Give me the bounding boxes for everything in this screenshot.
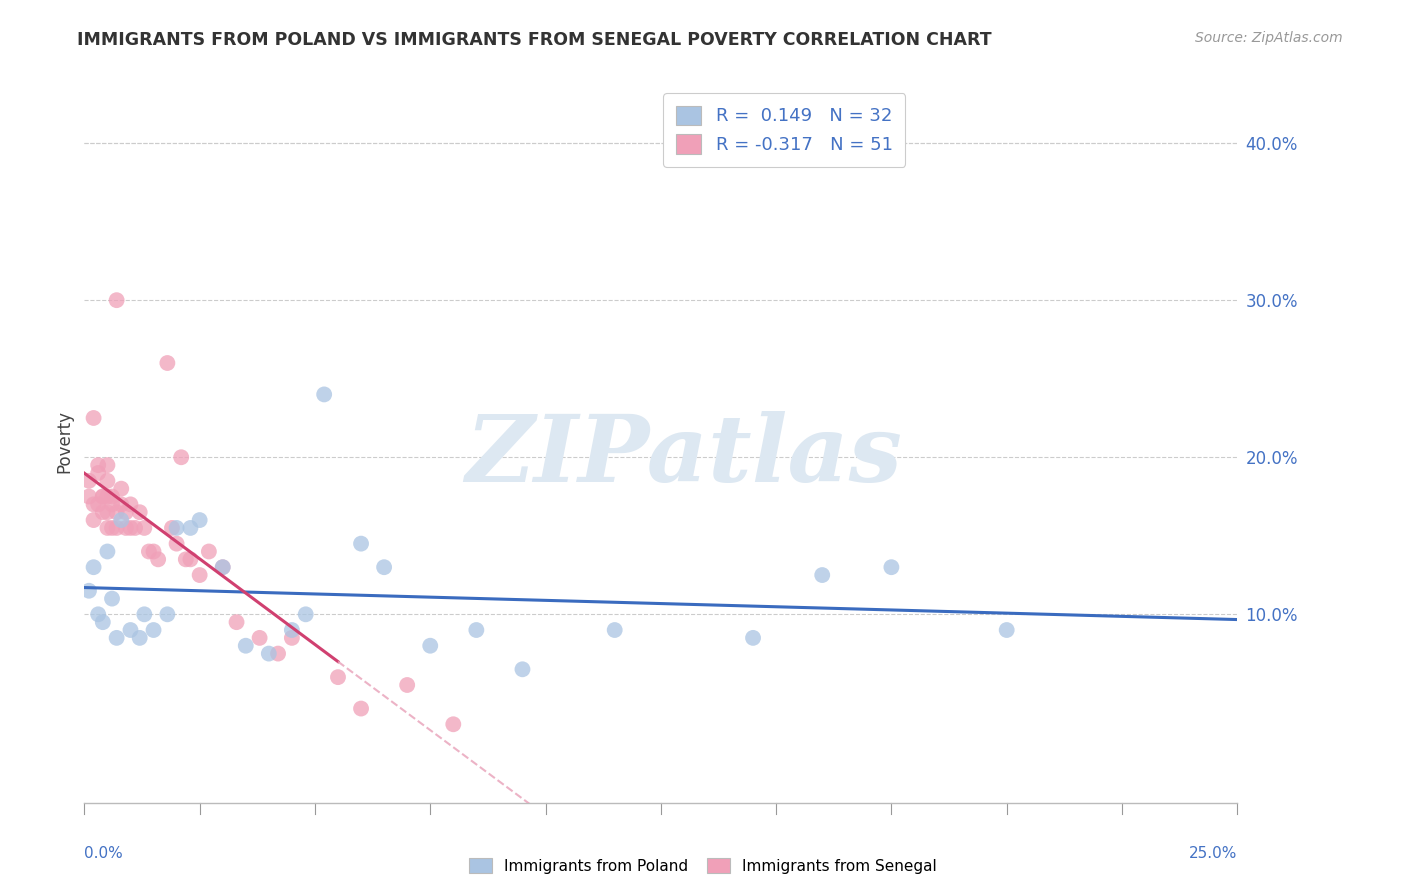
Point — [128, 505, 150, 519]
Point — [326, 670, 349, 684]
Point — [156, 607, 179, 622]
Point — [156, 356, 179, 370]
Point — [83, 560, 105, 574]
Point — [134, 607, 156, 622]
Point — [142, 544, 165, 558]
Point — [77, 490, 100, 504]
Point — [257, 647, 280, 661]
Point — [110, 497, 132, 511]
Point — [120, 623, 142, 637]
Point — [115, 521, 138, 535]
Point — [96, 458, 118, 472]
Point — [294, 607, 316, 622]
Point — [110, 513, 132, 527]
Point — [441, 717, 464, 731]
Point — [124, 521, 146, 535]
Point — [995, 623, 1018, 637]
Point — [512, 662, 534, 676]
Point — [96, 505, 118, 519]
Point — [128, 631, 150, 645]
Point — [188, 513, 211, 527]
Point — [96, 490, 118, 504]
Point — [77, 474, 100, 488]
Point — [105, 505, 128, 519]
Point — [314, 387, 336, 401]
Point — [96, 474, 118, 488]
Point — [91, 615, 114, 630]
Point — [120, 497, 142, 511]
Legend: Immigrants from Poland, Immigrants from Senegal: Immigrants from Poland, Immigrants from … — [463, 852, 943, 880]
Point — [225, 615, 247, 630]
Point — [110, 482, 132, 496]
Point — [235, 639, 257, 653]
Point — [211, 560, 233, 574]
Point — [105, 521, 128, 535]
Point — [174, 552, 197, 566]
Point — [105, 631, 128, 645]
Point — [211, 560, 233, 574]
Point — [91, 490, 114, 504]
Point — [96, 521, 118, 535]
Point — [91, 490, 114, 504]
Text: Source: ZipAtlas.com: Source: ZipAtlas.com — [1195, 31, 1343, 45]
Point — [170, 450, 193, 465]
Point — [811, 568, 834, 582]
Point — [267, 647, 290, 661]
Text: IMMIGRANTS FROM POLAND VS IMMIGRANTS FROM SENEGAL POVERTY CORRELATION CHART: IMMIGRANTS FROM POLAND VS IMMIGRANTS FRO… — [77, 31, 993, 49]
Point — [120, 521, 142, 535]
Point — [101, 490, 124, 504]
Point — [198, 544, 221, 558]
Point — [115, 505, 138, 519]
Point — [742, 631, 765, 645]
Point — [87, 466, 110, 480]
Point — [87, 497, 110, 511]
Point — [77, 583, 100, 598]
Text: ZIPatlas: ZIPatlas — [465, 411, 903, 501]
Point — [101, 497, 124, 511]
Point — [96, 544, 118, 558]
Point — [160, 521, 183, 535]
Point — [146, 552, 169, 566]
Point — [281, 631, 304, 645]
Point — [350, 701, 373, 715]
Point — [396, 678, 419, 692]
Y-axis label: Poverty: Poverty — [55, 410, 73, 473]
Point — [134, 521, 156, 535]
Point — [249, 631, 271, 645]
Point — [101, 521, 124, 535]
Text: 0.0%: 0.0% — [84, 847, 124, 861]
Point — [83, 513, 105, 527]
Point — [83, 411, 105, 425]
Point — [281, 623, 304, 637]
Point — [880, 560, 903, 574]
Point — [142, 623, 165, 637]
Point — [179, 521, 201, 535]
Point — [350, 536, 373, 550]
Point — [179, 552, 201, 566]
Point — [101, 591, 124, 606]
Legend: R =  0.149   N = 32, R = -0.317   N = 51: R = 0.149 N = 32, R = -0.317 N = 51 — [664, 93, 905, 167]
Point — [87, 607, 110, 622]
Point — [91, 505, 114, 519]
Point — [603, 623, 626, 637]
Point — [83, 497, 105, 511]
Point — [166, 521, 188, 535]
Text: 25.0%: 25.0% — [1189, 847, 1237, 861]
Point — [166, 536, 188, 550]
Point — [87, 458, 110, 472]
Point — [138, 544, 160, 558]
Point — [465, 623, 488, 637]
Point — [188, 568, 211, 582]
Point — [105, 293, 128, 308]
Point — [419, 639, 441, 653]
Point — [373, 560, 395, 574]
